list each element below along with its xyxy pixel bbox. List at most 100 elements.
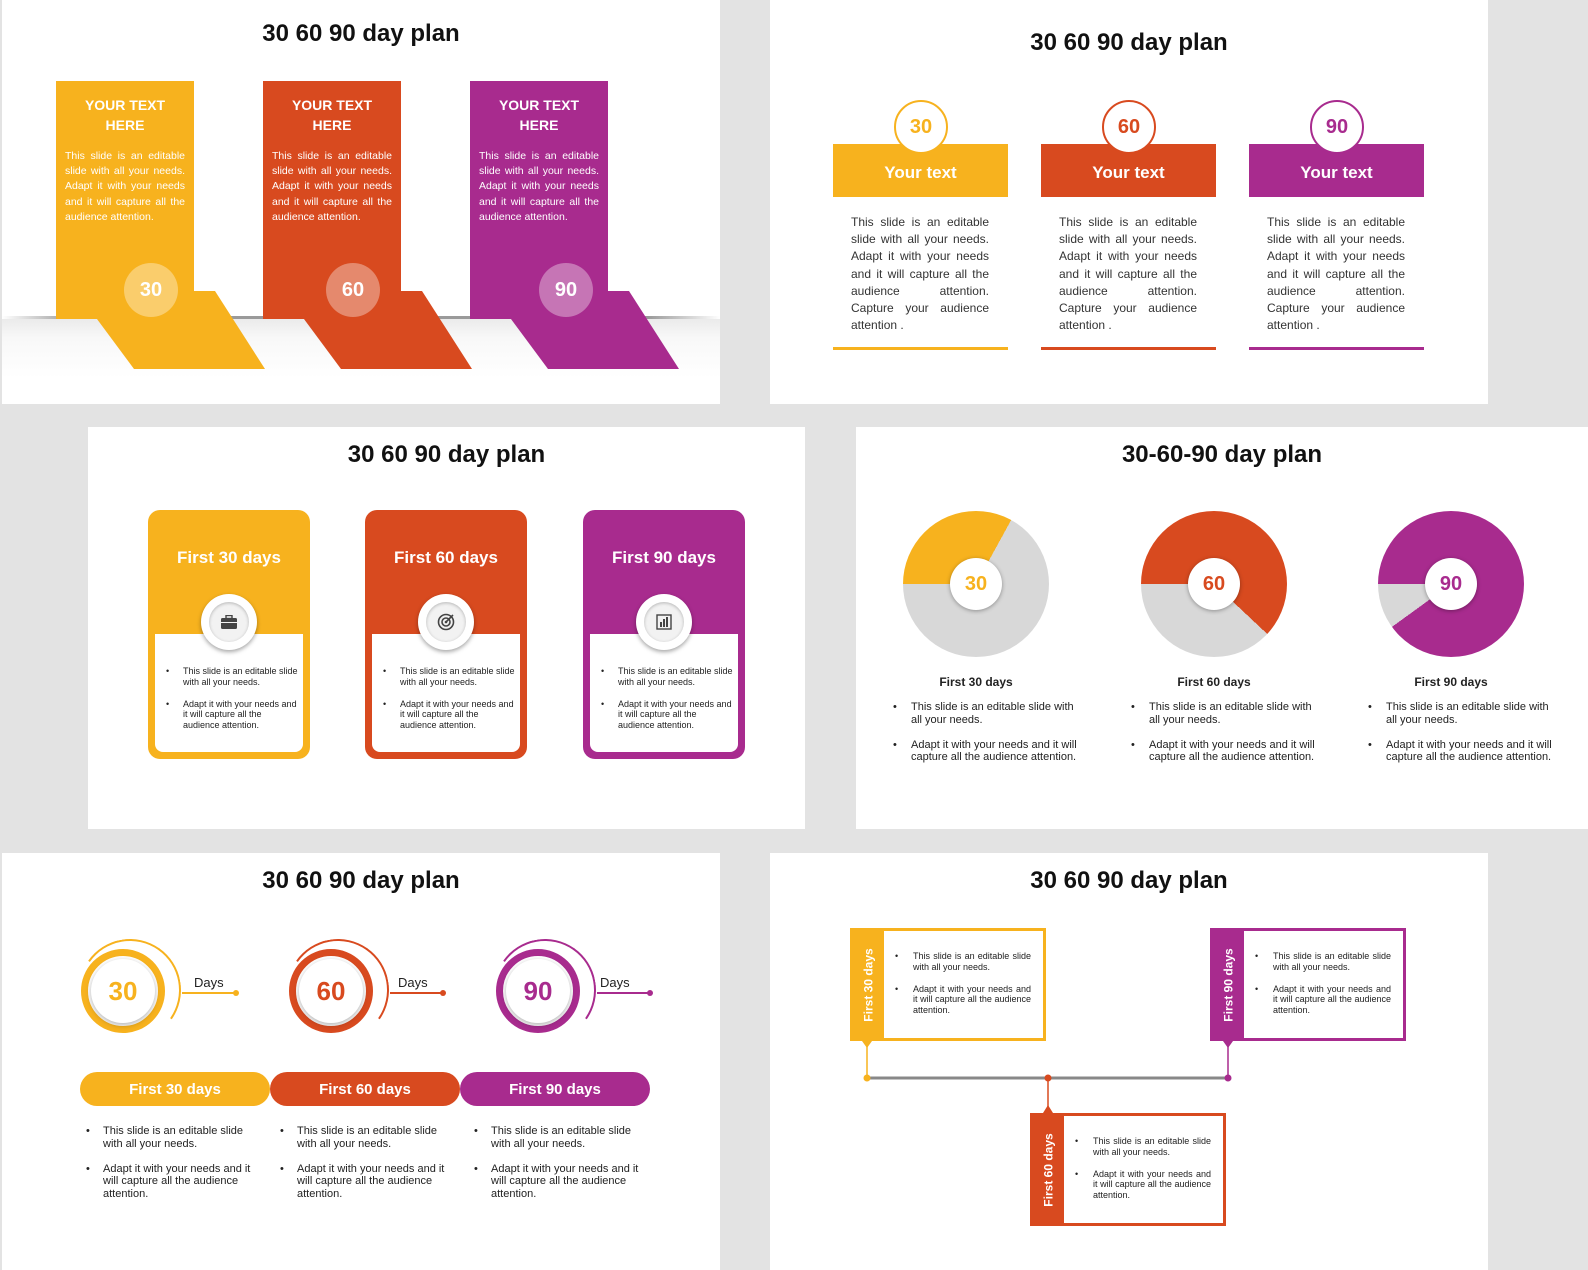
pie-number: 90 xyxy=(1425,558,1477,610)
list-item: Adapt it with your needs and it will cap… xyxy=(383,699,517,731)
ribbon-heading: YOUR TEXT HERE xyxy=(84,97,166,133)
underline xyxy=(833,347,1008,350)
pie-label: First 30 days xyxy=(939,675,1013,689)
list-item: This slide is an editable slide with all… xyxy=(1255,951,1391,973)
ribbon-body: This slide is an editable slide with all… xyxy=(272,150,392,223)
list-item: This slide is an editable slide with all… xyxy=(895,951,1031,973)
list-item: Adapt it with your needs and it will cap… xyxy=(1255,984,1391,1016)
list-item: This slide is an editable slide with all… xyxy=(893,701,1083,727)
ribbon-30: YOUR TEXT HERE This slide is an editable… xyxy=(56,81,194,319)
period-bullets-60: This slide is an editable slide with all… xyxy=(280,1125,448,1213)
ribbon-number-30: 30 xyxy=(124,263,178,317)
badge-body: This slide is an editable slide with all… xyxy=(1267,215,1405,333)
list-item: Adapt it with your needs and it will cap… xyxy=(1131,739,1321,765)
ring-number: 90 xyxy=(506,959,570,1023)
slide-2-badges[interactable]: 30 60 90 day plan 30 Your text This slid… xyxy=(770,0,1488,404)
timeline-axis xyxy=(863,1043,1232,1115)
days-label: Days xyxy=(600,975,630,990)
slide-title: 30 60 90 day plan xyxy=(347,441,546,468)
card-heading: First 60 days xyxy=(394,548,498,567)
badge-bar-label: Your text xyxy=(833,144,1008,197)
pie-bullets: This slide is an editable slide with all… xyxy=(893,701,1083,776)
period-bar-30: First 30 days xyxy=(80,1072,270,1106)
pie-number: 30 xyxy=(950,558,1002,610)
slide-title: 30 60 90 day plan xyxy=(1030,29,1228,56)
pie-number: 60 xyxy=(1188,558,1240,610)
badge-body: This slide is an editable slide with all… xyxy=(1059,215,1197,333)
period-bar-90: First 90 days xyxy=(460,1072,650,1106)
days-label: Days xyxy=(194,975,224,990)
ribbon-body: This slide is an editable slide with all… xyxy=(65,150,185,223)
bar-chart-icon xyxy=(636,594,692,650)
timeline-box-30: First 30 days This slide is an editable … xyxy=(850,928,1046,1041)
briefcase-icon xyxy=(201,594,257,650)
card-30: First 30 days This slide is an editable … xyxy=(148,510,310,759)
card-60: First 60 days This slide is an editable … xyxy=(365,510,527,759)
slide-5-rings[interactable]: 30 60 90 day plan 30 Days 60 Days 90 Day… xyxy=(2,853,720,1270)
underline xyxy=(1041,347,1216,350)
list-item: This slide is an editable slide with all… xyxy=(383,666,517,688)
card-bullets: This slide is an editable slide with all… xyxy=(601,666,735,742)
list-item: This slide is an editable slide with all… xyxy=(280,1125,448,1151)
card-bullets: This slide is an editable slide with all… xyxy=(166,666,300,742)
list-item: Adapt it with your needs and it will cap… xyxy=(86,1163,254,1201)
list-item: Adapt it with your needs and it will cap… xyxy=(1368,739,1558,765)
box-bullets: This slide is an editable slide with all… xyxy=(895,951,1031,1027)
pie-bullets: This slide is an editable slide with all… xyxy=(1368,701,1558,776)
list-item: This slide is an editable slide with all… xyxy=(1131,701,1321,727)
ring-60: 60 xyxy=(289,949,373,1033)
list-item: Adapt it with your needs and it will cap… xyxy=(1075,1169,1211,1201)
slide-4-pies[interactable]: 30-60-90 day plan 30 First 30 days This … xyxy=(856,427,1588,829)
ribbon-90: YOUR TEXT HERE This slide is an editable… xyxy=(470,81,608,319)
slide-title: 30 60 90 day plan xyxy=(1030,867,1228,894)
list-item: Adapt it with your needs and it will cap… xyxy=(601,699,735,731)
card-heading: First 90 days xyxy=(612,548,716,567)
timeline-box-90: First 90 days This slide is an editable … xyxy=(1210,928,1406,1041)
slide-3-cards[interactable]: 30 60 90 day plan First 30 days This sli… xyxy=(88,427,805,829)
box-tab-label: First 90 days xyxy=(1221,947,1236,1022)
ring-90: 90 xyxy=(496,949,580,1033)
badge-number: 90 xyxy=(1310,100,1364,154)
timeline-box-60: First 60 days This slide is an editable … xyxy=(1030,1113,1226,1226)
slide-title: 30 60 90 day plan xyxy=(262,20,460,47)
list-item: Adapt it with your needs and it will cap… xyxy=(893,739,1083,765)
period-bullets-30: This slide is an editable slide with all… xyxy=(86,1125,254,1213)
ring-number: 30 xyxy=(91,959,155,1023)
pie-label: First 60 days xyxy=(1177,675,1251,689)
period-bar-60: First 60 days xyxy=(270,1072,460,1106)
list-item: Adapt it with your needs and it will cap… xyxy=(280,1163,448,1201)
box-bullets: This slide is an editable slide with all… xyxy=(1255,951,1391,1027)
box-bullets: This slide is an editable slide with all… xyxy=(1075,1136,1211,1212)
ring-number: 60 xyxy=(299,959,363,1023)
slide-title: 30-60-90 day plan xyxy=(1121,441,1323,468)
slide-6-timeline[interactable]: 30 60 90 day plan First 30 days This sli… xyxy=(770,853,1488,1270)
card-heading: First 30 days xyxy=(177,548,281,567)
box-tab-label: First 60 days xyxy=(1041,1132,1056,1207)
list-item: This slide is an editable slide with all… xyxy=(601,666,735,688)
ribbon-body: This slide is an editable slide with all… xyxy=(479,150,599,223)
list-item: This slide is an editable slide with all… xyxy=(86,1125,254,1151)
box-tab-label: First 30 days xyxy=(861,947,876,1022)
ribbon-60: YOUR TEXT HERE This slide is an editable… xyxy=(263,81,401,319)
period-bullets-90: This slide is an editable slide with all… xyxy=(474,1125,642,1213)
ring-30: 30 xyxy=(81,949,165,1033)
ribbon-number-90: 90 xyxy=(539,263,593,317)
card-90: First 90 days This slide is an editable … xyxy=(583,510,745,759)
list-item: Adapt it with your needs and it will cap… xyxy=(895,984,1031,1016)
badge-number: 60 xyxy=(1102,100,1156,154)
list-item: This slide is an editable slide with all… xyxy=(1075,1136,1211,1158)
list-item: Adapt it with your needs and it will cap… xyxy=(474,1163,642,1201)
underline xyxy=(1249,347,1424,350)
ribbon-heading: YOUR TEXT HERE xyxy=(498,97,580,133)
pie-label: First 90 days xyxy=(1414,675,1488,689)
ribbon-heading: YOUR TEXT HERE xyxy=(291,97,373,133)
badge-bar-label: Your text xyxy=(1249,144,1424,197)
days-label: Days xyxy=(398,975,428,990)
card-bullets: This slide is an editable slide with all… xyxy=(383,666,517,742)
badge-bar-label: Your text xyxy=(1041,144,1216,197)
slide-1-ribbons[interactable]: 30 60 90 day plan YOUR TEXT HERE This sl… xyxy=(2,0,720,404)
badge-number: 30 xyxy=(894,100,948,154)
list-item: This slide is an editable slide with all… xyxy=(166,666,300,688)
pie-bullets: This slide is an editable slide with all… xyxy=(1131,701,1321,776)
ribbon-number-60: 60 xyxy=(326,263,380,317)
